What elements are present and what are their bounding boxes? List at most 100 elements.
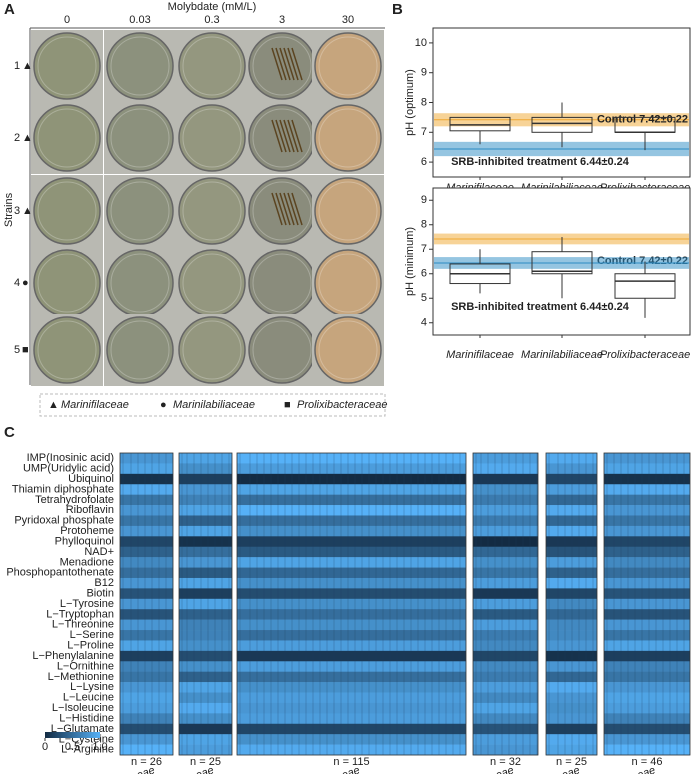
heat-band [237,515,466,527]
heat-band [237,609,466,620]
row-label: 5 [14,344,20,356]
heat-band [546,557,597,568]
heat-band [604,515,690,527]
heat-band [120,577,173,589]
heat-band [179,577,232,589]
row-symbol: ▲ [22,132,33,144]
plate-inner [110,108,170,168]
band-label: Control 7.42±0.22 [597,114,688,126]
heat-band [120,702,173,714]
heat-band [473,682,538,693]
heat-band [604,650,690,662]
heat-band [546,671,597,683]
row-symbol: ● [22,277,29,289]
heat-block [178,452,233,756]
plate-inner [318,181,378,241]
heat-band [120,525,173,537]
heat-band [604,734,690,745]
legend-symbol: ● [160,399,167,411]
legend-symbol: ■ [284,399,291,411]
heat-band [473,650,538,662]
heat-band [473,630,538,641]
plate-inner [318,253,378,313]
heat-band [604,557,690,568]
y-tick-label: 10 [415,37,427,49]
heat-band [179,536,232,548]
row-label: Phosphopantothenate [6,567,114,579]
heat-band [179,734,232,745]
streak [287,119,299,153]
heat-band [237,702,466,714]
heat-band [120,505,173,516]
heat-block [545,452,598,756]
heat-band [179,702,232,714]
heat-band [237,630,466,641]
heat-band [120,640,173,652]
heat-band [473,484,538,495]
heat-band [604,494,690,506]
heat-band [473,525,538,537]
heat-band [546,609,597,620]
heat-band [473,473,538,485]
heat-band [473,494,538,506]
heat-band [546,505,597,516]
heat-band [237,546,466,558]
heat-band [120,609,173,620]
heat-band [546,630,597,641]
heat-band [237,692,466,704]
box [614,273,676,299]
heat-band [237,671,466,683]
heat-band [604,484,690,495]
plate [178,249,246,317]
heat-band [120,671,173,683]
y-tick-label: 4 [421,317,427,329]
heat-band [546,546,597,558]
heat-band [546,463,597,475]
heat-band [179,650,232,662]
heat-band [473,609,538,620]
heat-band [237,473,466,485]
streak [275,119,287,153]
heat-band [604,473,690,485]
heat-band [237,682,466,693]
plate-inner [37,108,97,168]
heat-band [604,640,690,652]
row-label: Thiamin diphosphate [12,483,114,495]
heat-band [120,536,173,548]
row-label: L−Arginine [61,744,114,756]
streak [275,192,287,226]
heat-band [473,598,538,610]
heat-band [473,546,538,558]
streak [287,47,299,81]
heat-band [546,713,597,725]
heat-band [473,713,538,725]
heat-band [120,619,173,631]
heat-band [473,453,538,464]
streak [271,47,283,81]
heat-band [546,692,597,704]
plate-inner [37,320,97,380]
heat-band [237,650,466,662]
panel-label: A [4,1,15,18]
streak [291,192,303,226]
heat-band [604,692,690,704]
plate-inner [318,36,378,96]
legend-symbol: ▲ [48,399,59,411]
heat-band [546,484,597,495]
heat-band [120,692,173,704]
heat-band [179,713,232,725]
row-label: B12 [94,577,114,589]
heat-band [604,525,690,537]
heat-band [546,473,597,485]
plate-inner [110,36,170,96]
heat-band [546,453,597,464]
streak [287,192,299,226]
heat-band [120,744,173,756]
heat-band [237,577,466,589]
heat-band [473,515,538,527]
heat-band [237,453,466,464]
plate [106,32,174,100]
heat-band [120,630,173,641]
heat-band [604,577,690,589]
group-n: n = 46 [632,756,663,768]
